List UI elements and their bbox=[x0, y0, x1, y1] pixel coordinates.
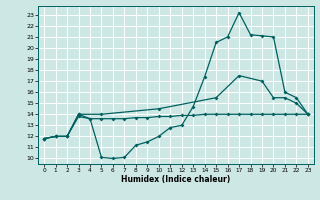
X-axis label: Humidex (Indice chaleur): Humidex (Indice chaleur) bbox=[121, 175, 231, 184]
